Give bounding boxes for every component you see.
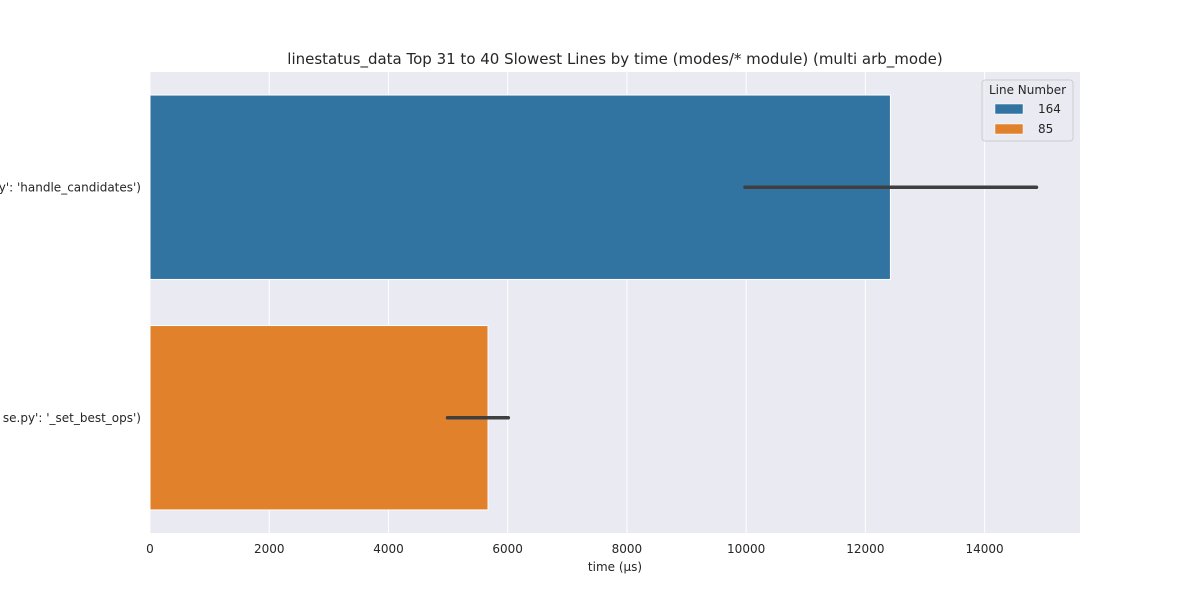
x-axis-label: time (µs) <box>588 560 642 574</box>
y-tick-label-1: se.py': '_set_best_ops') <box>3 411 141 425</box>
y-tick-labels: y': 'handle_candidates') se.py': '_set_be… <box>0 180 141 425</box>
error-bars <box>445 185 1039 420</box>
x-tick-label-6: 12000 <box>846 542 884 556</box>
x-tick-label-3: 6000 <box>492 542 523 556</box>
x-tick-label-4: 8000 <box>612 542 643 556</box>
legend-label-85: 85 <box>1038 122 1053 136</box>
x-tick-label-0: 0 <box>146 542 154 556</box>
y-tick-label-0: y': 'handle_candidates') <box>0 180 141 194</box>
x-tick-labels: 0 2000 4000 6000 8000 10000 12000 14000 <box>146 542 1004 556</box>
legend-label-164: 164 <box>1038 102 1061 116</box>
legend-swatch-85 <box>994 123 1024 135</box>
legend-title: Line Number <box>989 83 1066 97</box>
chart-title: linestatus_data Top 31 to 40 Slowest Lin… <box>287 50 942 69</box>
x-tick-label-2: 4000 <box>373 542 404 556</box>
x-tick-label-5: 10000 <box>727 542 765 556</box>
x-tick-label-7: 14000 <box>966 542 1004 556</box>
legend-swatch-164 <box>994 103 1024 115</box>
bar-85 <box>149 325 489 511</box>
x-tick-label-1: 2000 <box>254 542 285 556</box>
